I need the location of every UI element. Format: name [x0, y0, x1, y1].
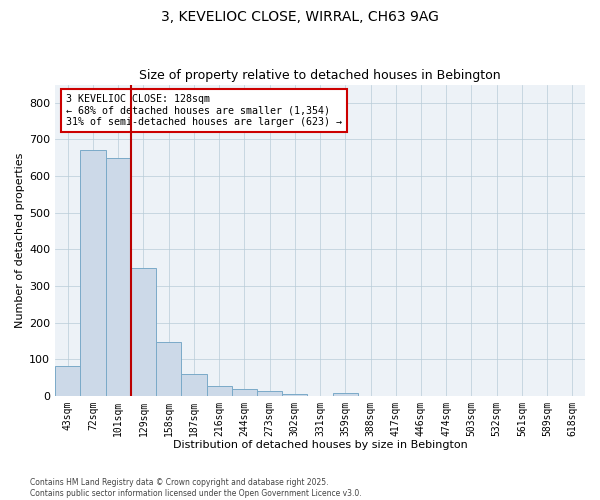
Bar	[131, 268, 156, 396]
Text: Contains HM Land Registry data © Crown copyright and database right 2025.
Contai: Contains HM Land Registry data © Crown c…	[30, 478, 362, 498]
Bar	[156, 342, 181, 396]
Text: 3, KEVELIOC CLOSE, WIRRAL, CH63 9AG: 3, KEVELIOC CLOSE, WIRRAL, CH63 9AG	[161, 10, 439, 24]
Text: 3 KEVELIOC CLOSE: 128sqm
← 68% of detached houses are smaller (1,354)
31% of sem: 3 KEVELIOC CLOSE: 128sqm ← 68% of detach…	[66, 94, 342, 127]
Bar	[232, 390, 257, 396]
Bar	[106, 158, 131, 396]
Bar	[55, 366, 80, 396]
Title: Size of property relative to detached houses in Bebington: Size of property relative to detached ho…	[139, 69, 501, 82]
Bar	[332, 393, 358, 396]
Y-axis label: Number of detached properties: Number of detached properties	[15, 152, 25, 328]
Bar	[282, 394, 307, 396]
Bar	[257, 391, 282, 396]
Bar	[206, 386, 232, 396]
X-axis label: Distribution of detached houses by size in Bebington: Distribution of detached houses by size …	[173, 440, 467, 450]
Bar	[181, 374, 206, 396]
Bar	[80, 150, 106, 396]
